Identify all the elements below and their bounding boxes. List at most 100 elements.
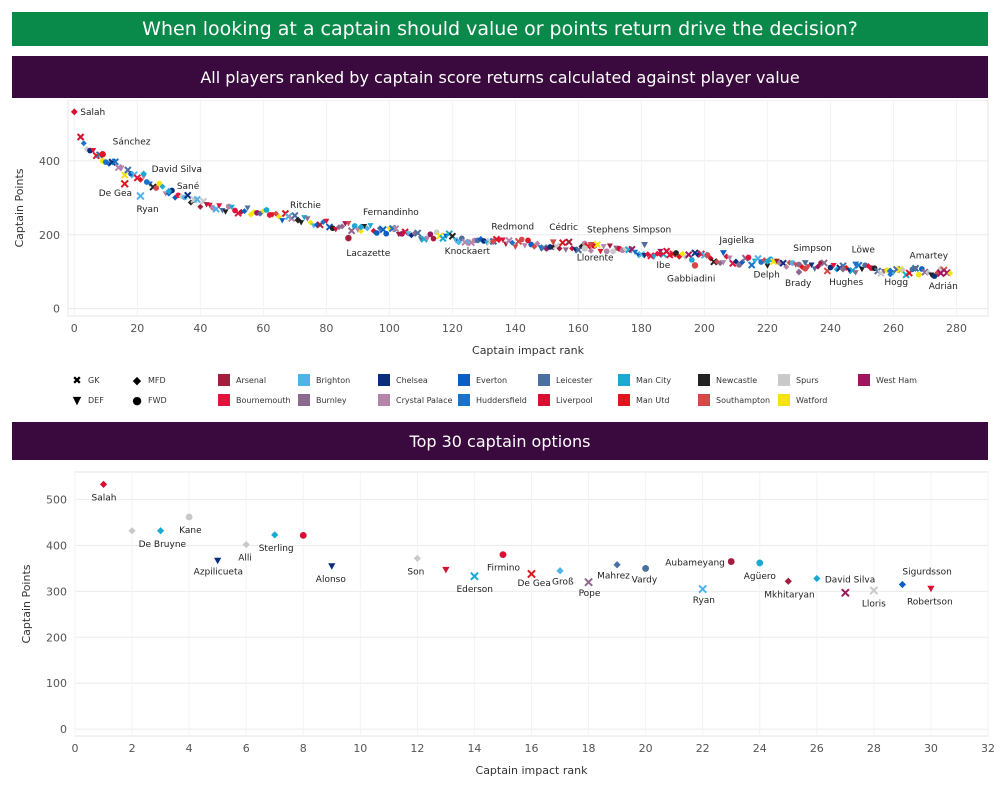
player-point[interactable] [808, 262, 815, 268]
player-point[interactable] [512, 244, 519, 250]
player-point[interactable] [588, 247, 595, 254]
player-point[interactable] [184, 191, 192, 199]
player-point[interactable] [534, 240, 541, 247]
top30-player-point[interactable] [869, 586, 879, 595]
top30-player-point[interactable] [299, 531, 307, 539]
legend-team-everton[interactable]: Everton [458, 374, 507, 386]
labeled-player-point[interactable] [99, 151, 106, 158]
top30-player-point[interactable] [242, 540, 250, 549]
player-point[interactable] [76, 133, 85, 141]
labeled-player-point[interactable] [912, 266, 919, 273]
player-point[interactable] [137, 176, 144, 183]
player-point[interactable] [637, 250, 646, 259]
player-point[interactable] [747, 261, 756, 269]
player-point[interactable] [405, 231, 412, 237]
player-point[interactable] [603, 248, 610, 255]
player-point[interactable] [212, 205, 220, 213]
top30-player-point[interactable] [841, 588, 850, 598]
legend-position-mfd[interactable]: ◆ MFD [130, 374, 166, 387]
labeled-player-point[interactable] [455, 238, 463, 246]
player-point[interactable] [241, 208, 248, 215]
player-point[interactable] [329, 225, 336, 232]
player-point[interactable] [947, 270, 954, 277]
top30-player-point[interactable] [470, 571, 479, 581]
labeled-player-point[interactable] [764, 257, 771, 265]
legend-team-newcastle[interactable]: Newcastle [698, 374, 757, 386]
player-point[interactable] [452, 237, 459, 244]
legend-team-man-city[interactable]: Man City [618, 374, 671, 386]
player-point[interactable] [688, 257, 695, 263]
legend-team-arsenal[interactable]: Arsenal [218, 374, 266, 386]
player-point[interactable] [651, 254, 658, 260]
player-point[interactable] [178, 193, 185, 200]
player-point[interactable] [820, 259, 828, 267]
player-point[interactable] [915, 271, 922, 278]
player-point[interactable] [773, 258, 780, 265]
player-point[interactable] [783, 263, 790, 270]
player-point[interactable] [676, 253, 683, 260]
player-point[interactable] [197, 203, 204, 210]
player-point[interactable] [558, 238, 567, 247]
labeled-player-point[interactable] [357, 223, 365, 231]
player-point[interactable] [219, 208, 226, 214]
player-point[interactable] [427, 231, 434, 238]
player-point[interactable] [304, 216, 311, 222]
top30-player-point[interactable] [756, 559, 764, 567]
player-point[interactable] [80, 140, 87, 147]
labeled-player-point[interactable] [489, 238, 497, 245]
top30-player-point[interactable] [271, 531, 279, 539]
player-point[interactable] [684, 250, 693, 259]
player-point[interactable] [222, 209, 229, 215]
top30-player-point[interactable] [442, 566, 450, 574]
top30-player-point[interactable] [613, 561, 621, 569]
top30-player-point[interactable] [898, 580, 907, 589]
player-point[interactable] [562, 247, 569, 253]
player-point[interactable] [364, 225, 371, 232]
legend-team-man-utd[interactable]: Man Utd [618, 394, 670, 406]
player-point[interactable] [556, 245, 563, 252]
top30-player-point[interactable] [499, 551, 507, 559]
legend-team-leicester[interactable]: Leicester [538, 374, 592, 386]
player-point[interactable] [187, 199, 194, 206]
player-point[interactable] [764, 263, 771, 269]
player-point[interactable] [802, 265, 809, 272]
top30-player-point[interactable] [156, 527, 165, 535]
player-point[interactable] [156, 180, 163, 187]
player-point[interactable] [610, 248, 616, 255]
top30-player-point[interactable] [214, 557, 222, 565]
labeled-player-point[interactable] [345, 234, 352, 242]
player-point[interactable] [720, 260, 727, 266]
player-point[interactable] [647, 252, 655, 260]
player-point[interactable] [358, 228, 365, 235]
legend-position-def[interactable]: ▼ DEF [70, 394, 104, 407]
player-point[interactable] [291, 211, 299, 220]
player-point[interactable] [118, 165, 125, 171]
top30-player-point[interactable] [556, 567, 564, 575]
player-point[interactable] [761, 257, 768, 264]
top30-player-point[interactable] [784, 577, 792, 585]
top30-player-point[interactable] [413, 554, 421, 562]
player-point[interactable] [430, 235, 437, 242]
player-point[interactable] [345, 220, 352, 227]
player-point[interactable] [899, 266, 906, 273]
player-point[interactable] [745, 254, 752, 261]
top30-player-point[interactable] [527, 569, 536, 579]
player-point[interactable] [159, 183, 166, 190]
labeled-player-point[interactable] [120, 179, 129, 188]
player-point[interactable] [153, 185, 160, 191]
player-point[interactable] [632, 249, 639, 256]
player-point[interactable] [509, 239, 516, 246]
player-point[interactable] [206, 202, 213, 209]
player-point[interactable] [414, 229, 422, 237]
player-point[interactable] [238, 208, 245, 215]
top30-player-point[interactable] [698, 584, 707, 594]
labeled-player-point[interactable] [886, 267, 894, 275]
player-point[interactable] [193, 195, 201, 204]
legend-team-crystal-palace[interactable]: Crystal Palace [378, 394, 452, 406]
top30-player-point[interactable] [328, 563, 336, 570]
all-players-scatter-chart[interactable]: 0 200 400 0 20 40 60 80 100 120 140 160 180 200 220 240… [0, 100, 1000, 362]
player-point[interactable] [272, 210, 279, 217]
legend-team-liverpool[interactable]: Liverpool [538, 394, 593, 406]
legend-team-huddersfield[interactable]: Huddersfield [458, 394, 527, 406]
